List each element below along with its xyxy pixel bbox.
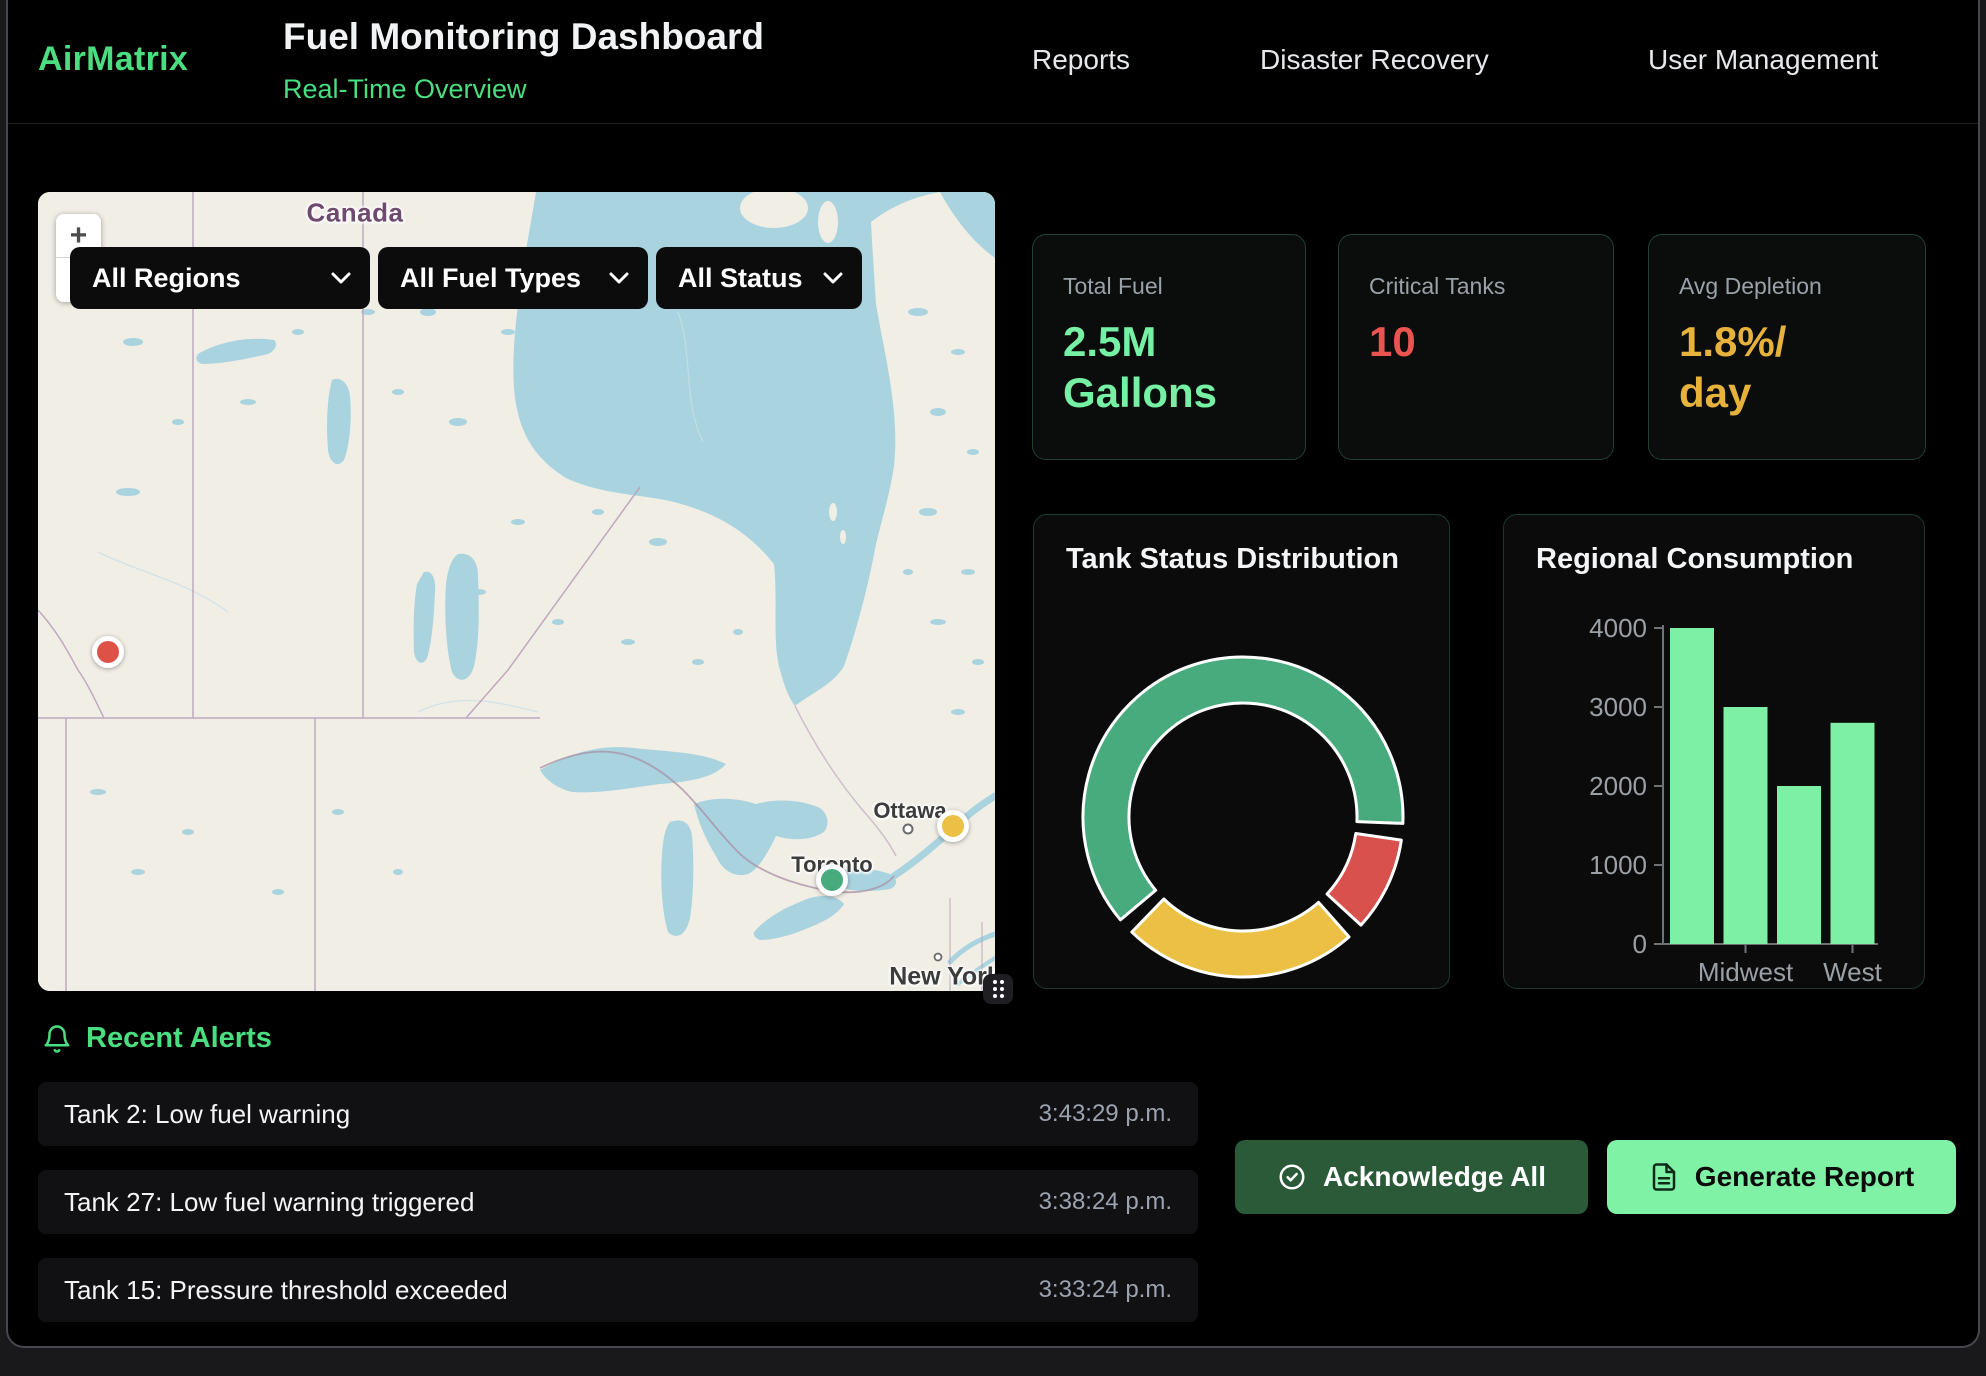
svg-text:4000: 4000 bbox=[1589, 613, 1647, 643]
map-filters: All Regions All Fuel Types All Status bbox=[70, 247, 862, 309]
alert-text: Tank 27: Low fuel warning triggered bbox=[64, 1187, 474, 1218]
stat-card-avg-depletion: Avg Depletion 1.8%/ day bbox=[1648, 234, 1926, 460]
donut-segment-critical bbox=[1327, 833, 1401, 925]
bar-0 bbox=[1670, 628, 1714, 944]
generate-report-button[interactable]: Generate Report bbox=[1607, 1140, 1956, 1214]
alert-time: 3:43:29 p.m. bbox=[1039, 1100, 1172, 1128]
alert-text: Tank 2: Low fuel warning bbox=[64, 1099, 350, 1130]
acknowledge-all-label: Acknowledge All bbox=[1323, 1161, 1546, 1193]
map-city-label: New York bbox=[889, 963, 995, 992]
svg-text:Midwest: Midwest bbox=[1698, 957, 1794, 987]
page-title: Fuel Monitoring Dashboard bbox=[283, 16, 764, 58]
alerts-title: Recent Alerts bbox=[86, 1022, 272, 1055]
tank-marker-normal[interactable] bbox=[816, 864, 848, 896]
nav-reports[interactable]: Reports bbox=[1032, 44, 1130, 76]
region-filter-label: All Regions bbox=[92, 263, 241, 294]
map-panel[interactable]: CanadaOttawaTorontoNew York + All Region… bbox=[38, 192, 995, 991]
tank-status-chart-card: Tank Status Distribution bbox=[1033, 514, 1450, 989]
bell-icon bbox=[42, 1024, 72, 1054]
tank-status-donut-chart bbox=[1034, 515, 1451, 990]
svg-text:1000: 1000 bbox=[1589, 850, 1647, 880]
alert-row: Tank 27: Low fuel warning triggered 3:38… bbox=[38, 1170, 1198, 1234]
regional-consumption-bar-chart: 0 1000 2000 3000 4000 Midwest West bbox=[1504, 515, 1926, 990]
bar-1 bbox=[1724, 707, 1768, 944]
page-subtitle: Real-Time Overview bbox=[283, 74, 527, 105]
chevron-down-icon bbox=[608, 271, 630, 285]
alert-row: Tank 15: Pressure threshold exceeded 3:3… bbox=[38, 1258, 1198, 1322]
chevron-down-icon bbox=[822, 271, 844, 285]
svg-text:0: 0 bbox=[1633, 929, 1647, 959]
stat-label: Total Fuel bbox=[1063, 273, 1275, 300]
alert-row: Tank 2: Low fuel warning 3:43:29 p.m. bbox=[38, 1082, 1198, 1146]
tank-marker-critical[interactable] bbox=[92, 636, 124, 668]
stat-label: Avg Depletion bbox=[1679, 273, 1895, 300]
bar-3 bbox=[1831, 723, 1875, 944]
generate-report-label: Generate Report bbox=[1695, 1161, 1914, 1193]
svg-text:3000: 3000 bbox=[1589, 692, 1647, 722]
map-city-label: Ottawa bbox=[873, 798, 946, 824]
bar-2 bbox=[1777, 786, 1821, 944]
stat-label: Critical Tanks bbox=[1369, 273, 1583, 300]
fuel-type-filter-label: All Fuel Types bbox=[400, 263, 581, 294]
alert-time: 3:38:24 p.m. bbox=[1039, 1188, 1172, 1216]
file-text-icon bbox=[1649, 1162, 1679, 1192]
regional-consumption-chart-card: Regional Consumption 01000200030004000Mi… bbox=[1503, 514, 1925, 989]
nav-disaster-recovery[interactable]: Disaster Recovery bbox=[1260, 44, 1489, 76]
region-filter-dropdown[interactable]: All Regions bbox=[70, 247, 370, 309]
brand-logo: AirMatrix bbox=[38, 40, 188, 79]
stat-card-critical-tanks: Critical Tanks 10 bbox=[1338, 234, 1614, 460]
stat-card-total-fuel: Total Fuel 2.5M Gallons bbox=[1032, 234, 1306, 460]
check-circle-icon bbox=[1277, 1162, 1307, 1192]
svg-text:2000: 2000 bbox=[1589, 771, 1647, 801]
alerts-header: Recent Alerts bbox=[42, 1022, 272, 1055]
svg-text:West: West bbox=[1823, 957, 1883, 987]
alert-text: Tank 15: Pressure threshold exceeded bbox=[64, 1275, 508, 1306]
stat-value: 1.8%/ day bbox=[1679, 316, 1854, 418]
stat-value: 10 bbox=[1369, 316, 1544, 367]
status-filter-dropdown[interactable]: All Status bbox=[656, 247, 862, 309]
acknowledge-all-button[interactable]: Acknowledge All bbox=[1235, 1140, 1588, 1214]
alert-time: 3:33:24 p.m. bbox=[1039, 1276, 1172, 1304]
map-drag-handle[interactable] bbox=[983, 974, 1013, 1004]
chevron-down-icon bbox=[330, 271, 352, 285]
nav-user-management[interactable]: User Management bbox=[1648, 44, 1878, 76]
stat-value: 2.5M Gallons bbox=[1063, 316, 1238, 418]
tank-marker-warning[interactable] bbox=[937, 810, 969, 842]
donut-segment-warning bbox=[1132, 899, 1349, 977]
map-country-label: Canada bbox=[307, 198, 404, 229]
header: AirMatrix Fuel Monitoring Dashboard Real… bbox=[8, 0, 1978, 124]
status-filter-label: All Status bbox=[678, 263, 803, 294]
fuel-type-filter-dropdown[interactable]: All Fuel Types bbox=[378, 247, 648, 309]
